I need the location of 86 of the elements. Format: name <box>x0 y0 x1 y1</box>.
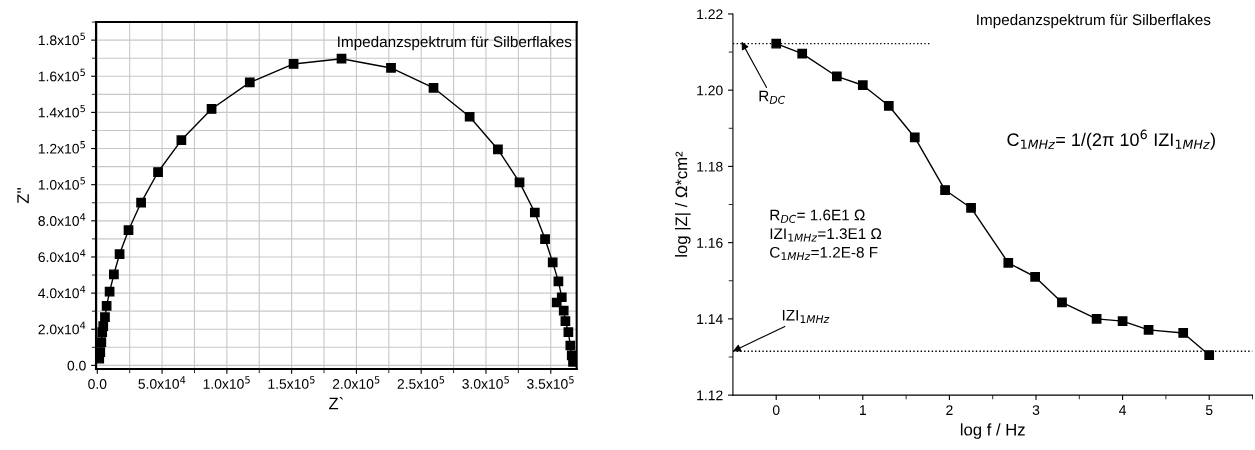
point <box>153 167 163 177</box>
x-tick-label: 1 <box>860 405 866 415</box>
x-axis-title: Z` <box>329 397 343 410</box>
point <box>101 301 112 311</box>
y-tick-label: 1.18 <box>697 161 723 172</box>
annotation: IZI$_{1MHz}$ <box>782 309 830 323</box>
point <box>109 269 119 280</box>
y-tick-label: 1.16 <box>697 237 723 248</box>
y-tick-label: 2.0x10$^{4}$ <box>38 321 86 335</box>
point <box>104 286 115 297</box>
point <box>386 63 396 73</box>
y-tick-label: 1.14 <box>697 314 723 324</box>
y-tick-label: 8.0x10$^{4}$ <box>38 213 86 226</box>
point <box>96 347 106 357</box>
point <box>797 48 808 59</box>
x-tick-label: 2.0x10$^{5}$ <box>332 376 380 389</box>
point <box>540 234 550 244</box>
point <box>1091 314 1102 324</box>
y-tick-label: 1.4x10$^{5}$ <box>38 104 85 118</box>
x-tick-label: 2.5x10$^{5}$ <box>397 376 445 389</box>
y-axis-title: log |Z| / Ω*cm² <box>675 151 691 257</box>
point <box>551 297 562 308</box>
point <box>244 77 255 88</box>
x-tick-label: 3 <box>1032 405 1040 416</box>
x-axis-title: log f / Hz <box>960 423 1025 439</box>
point <box>336 53 347 64</box>
point <box>1057 297 1067 308</box>
point <box>98 321 109 332</box>
point <box>857 80 868 91</box>
point <box>1003 257 1014 268</box>
point <box>565 340 576 351</box>
point <box>100 312 110 323</box>
point <box>514 177 525 188</box>
y-tick-label: 1.8x10$^{5}$ <box>38 32 85 46</box>
x-tick-label: 1.5x10$^{5}$ <box>268 376 315 389</box>
point <box>464 111 475 122</box>
point <box>1117 316 1128 327</box>
annotation: R$_{DC}$ <box>759 90 786 104</box>
point <box>1178 328 1189 338</box>
x-tick-label: 5.0x10$^{4}$ <box>138 376 186 389</box>
x-tick-label: 3.0x10$^{5}$ <box>462 376 509 389</box>
point <box>771 38 782 49</box>
x-tick-label: 0.0 <box>88 379 107 389</box>
point <box>136 197 146 208</box>
point <box>553 276 564 287</box>
point <box>563 327 574 337</box>
y-tick-label: 4.0x10$^{4}$ <box>38 285 86 299</box>
x-tick-label: 5 <box>1205 405 1213 416</box>
y-tick-label: 1.20 <box>697 85 723 96</box>
x-tick-label: 3.5x10$^{5}$ <box>527 376 574 389</box>
x-tick-label: 1.0x10$^{5}$ <box>203 376 250 389</box>
point <box>558 305 569 316</box>
point <box>428 82 439 93</box>
point <box>883 100 894 111</box>
point <box>114 249 125 259</box>
point <box>123 225 134 236</box>
point <box>493 144 503 155</box>
point <box>288 59 299 69</box>
y-tick-label: 1.22 <box>697 9 723 19</box>
y-tick-label: 1.2x10$^{5}$ <box>38 141 85 154</box>
x-tick-label: 4 <box>1119 405 1127 415</box>
point <box>529 207 540 218</box>
text: R$_{DC}$= 1.6E1 Ω IZI$_{1MHz}$=1.3E1 Ω C$_{1MHz}$=1.2E-8 F <box>770 209 882 261</box>
y-tick-label: 1.0x10$^{5}$ <box>38 177 85 190</box>
y-tick-label: 1.6x10$^{5}$ <box>38 68 85 82</box>
point <box>1204 350 1215 360</box>
y-axis-title: Z'' <box>17 188 29 204</box>
x-tick-label: 0 <box>772 405 780 416</box>
point <box>560 316 571 326</box>
point <box>176 135 187 145</box>
point <box>831 71 842 82</box>
point <box>96 337 107 347</box>
point <box>1030 272 1040 282</box>
point <box>909 132 920 143</box>
point <box>206 104 217 114</box>
x-tick-label: 2 <box>946 405 953 415</box>
point <box>966 203 976 213</box>
chart-title: Impedanzspektrum für Silberflakes <box>977 13 1211 29</box>
annotation: C$_{1MHz}$= 1/(2π 10$^{6}$ IZI$_{1MHz}$) <box>1007 129 1215 150</box>
y-tick-label: 6.0x10$^{4}$ <box>38 249 86 263</box>
point <box>547 257 558 268</box>
y-tick-label: 1.12 <box>697 390 723 401</box>
text: Impedanzspektrum für Silberflakes <box>338 35 572 51</box>
point <box>1143 325 1154 335</box>
y-tick-label: 0.0 <box>67 360 86 371</box>
point <box>940 185 950 195</box>
